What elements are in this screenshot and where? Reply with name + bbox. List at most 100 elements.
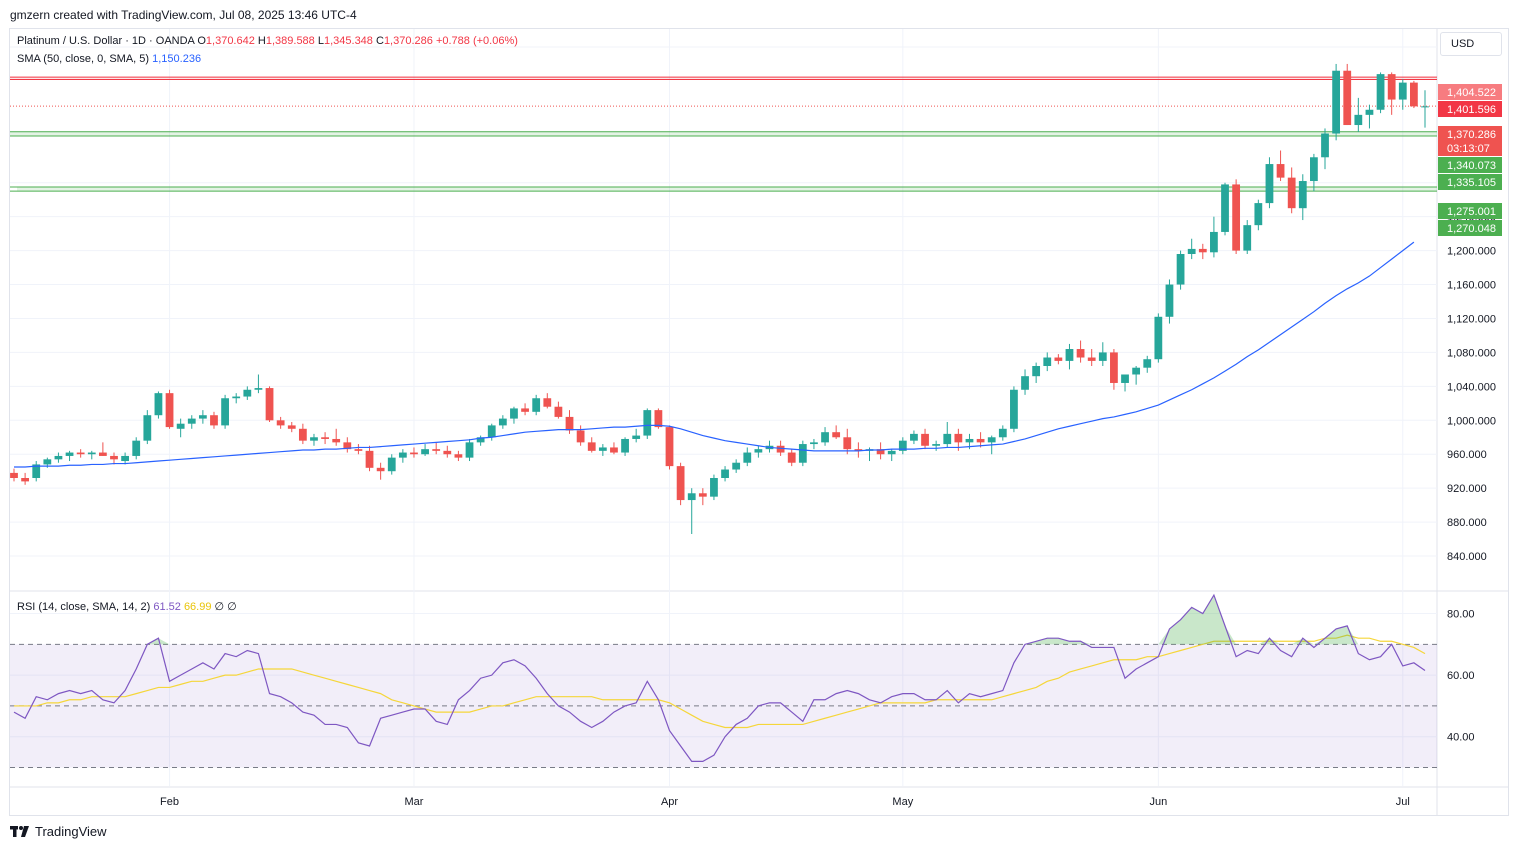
countdown-label: 03:13:07	[1447, 143, 1490, 155]
candle-body	[943, 433, 952, 445]
sma-value: 1,150.236	[152, 53, 202, 65]
candle-body	[676, 466, 685, 501]
candle-body	[421, 449, 429, 455]
level-label-1401: 1,401.596	[1447, 104, 1496, 116]
candle-body	[21, 478, 29, 482]
candle-body	[987, 437, 996, 443]
rsi-overbought-fill	[1258, 638, 1281, 645]
candle-body	[265, 388, 274, 421]
candle-body	[576, 430, 585, 443]
candle-body	[898, 440, 907, 451]
level-label-1340-bg	[1438, 157, 1502, 173]
chart-frame	[9, 28, 1509, 816]
sma-legend: SMA (50, close, 0, SMA, 5) 1,150.236	[17, 53, 201, 65]
candle-body	[621, 438, 629, 453]
candle-body	[32, 464, 41, 478]
candle-body	[498, 418, 507, 426]
candle-body	[1210, 231, 1218, 253]
price-tick-label: 1,160.000	[1447, 280, 1496, 292]
rsi-sma-line	[14, 634, 1426, 729]
candle-body	[732, 462, 741, 470]
candle-body	[210, 415, 218, 426]
candle-body	[843, 437, 852, 450]
candle-body	[910, 433, 918, 441]
candle-body	[65, 452, 74, 456]
close-value: 1,370.286	[383, 35, 433, 47]
candle-body	[110, 455, 118, 460]
rsi-tick-label: 60.00	[1447, 670, 1475, 682]
candle-body	[965, 438, 974, 443]
last-price-bg	[1438, 126, 1502, 156]
candle-body	[954, 433, 963, 443]
price-tick-label: 1,000.000	[1447, 415, 1496, 427]
candle-body	[543, 398, 552, 407]
candle-body	[443, 450, 452, 455]
time-tick-label: Jun	[1149, 796, 1167, 808]
level-label-1404: 1,404.522	[1447, 87, 1496, 99]
candle-body	[276, 420, 285, 426]
candle-body	[1310, 157, 1318, 182]
level-label-1275-bg	[1438, 203, 1502, 219]
candle-body	[832, 432, 841, 438]
candle-body	[754, 449, 763, 453]
time-tick-label: Apr	[661, 796, 678, 808]
candle-body	[854, 449, 863, 451]
candle-body	[1387, 74, 1396, 100]
currency-button[interactable]: USD	[1440, 32, 1502, 56]
candle-body	[1232, 184, 1241, 251]
candle-body	[1421, 106, 1429, 108]
candle-body	[643, 410, 652, 436]
candle-body	[354, 449, 363, 451]
support-zone-upper	[10, 131, 1437, 136]
candle-body	[232, 396, 241, 399]
candle-body	[687, 493, 696, 501]
resistance-zone	[10, 77, 1437, 80]
candle-body	[332, 438, 341, 443]
candle-body	[121, 455, 129, 462]
level-label-1404-bg	[1438, 84, 1502, 100]
time-tick-label: Feb	[160, 796, 179, 808]
level-label-1270-bg	[1438, 220, 1502, 236]
candle-body	[587, 442, 596, 451]
sma-line	[14, 241, 1415, 468]
candle-body	[143, 415, 152, 441]
candle-body	[76, 452, 85, 455]
time-tick-label: Mar	[404, 796, 423, 808]
rsi-extra: ∅ ∅	[214, 601, 237, 613]
candle-body	[532, 398, 541, 412]
candle-body	[632, 435, 641, 439]
candle-body	[921, 433, 929, 446]
candle-body	[310, 437, 318, 441]
candle-body	[665, 427, 674, 467]
attribution-text: gmzern created with TradingView.com, Jul…	[10, 8, 357, 22]
candle-body	[243, 389, 252, 397]
candle-body	[1110, 352, 1118, 383]
candle-body	[743, 452, 752, 463]
candle-body	[465, 442, 474, 458]
candle-body	[787, 452, 796, 463]
level-label-1335-bg	[1438, 174, 1502, 190]
level-label-1270: 1,270.048	[1447, 223, 1496, 235]
candle-body	[454, 454, 463, 458]
candle-body	[43, 459, 52, 465]
price-tick-label: 1,040.000	[1447, 381, 1496, 393]
candle-body	[1054, 357, 1063, 361]
rsi-sma-value: 66.99	[183, 601, 212, 613]
candle-body	[1032, 366, 1041, 377]
price-tick-label: 960.000	[1447, 449, 1487, 461]
tradingview-logo[interactable]: TradingView	[10, 824, 107, 839]
brand-label: TradingView	[35, 824, 107, 839]
level-label-1335: 1,335.105	[1447, 177, 1496, 189]
candle-body	[554, 406, 563, 417]
rsi-overbought-fill	[1158, 595, 1237, 645]
rsi-overbought-fill	[147, 638, 170, 645]
candle-body	[187, 418, 196, 424]
rsi-legend: RSI (14, close, SMA, 14, 2) 61.52 66.99 …	[17, 600, 237, 613]
candle-body	[510, 408, 518, 419]
candle-body	[410, 452, 418, 455]
candle-body	[165, 393, 174, 428]
price-tick-label: 920.000	[1447, 483, 1487, 495]
rsi-tick-label: 80.00	[1447, 609, 1475, 621]
candle-body	[1154, 316, 1163, 360]
